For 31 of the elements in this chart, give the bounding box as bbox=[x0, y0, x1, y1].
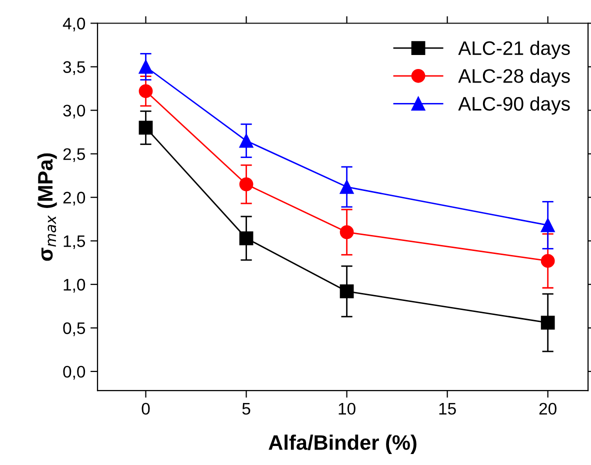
x-tick-label: 15 bbox=[439, 403, 456, 415]
point bbox=[540, 316, 555, 330]
y-tick-label: 0,0 bbox=[63, 366, 86, 380]
legend-label: ALC-90 days bbox=[458, 96, 570, 115]
point bbox=[540, 254, 555, 268]
y-tick-label: 3,5 bbox=[63, 61, 86, 75]
y-tick-label: 3,0 bbox=[63, 104, 86, 118]
x-tick-label: 20 bbox=[539, 402, 556, 415]
y-axis-title: σ$_{max}$ (MPa) bbox=[37, 153, 57, 261]
y-tick-label: 2,5 bbox=[63, 148, 86, 162]
y-tick-label: 4,0 bbox=[62, 18, 86, 32]
point bbox=[239, 134, 254, 148]
point bbox=[138, 60, 153, 74]
point bbox=[340, 284, 354, 298]
point bbox=[239, 177, 254, 192]
y-tick-label: 1,5 bbox=[64, 235, 86, 250]
point bbox=[138, 120, 153, 135]
point bbox=[138, 84, 153, 98]
legend-label: ALC-28 days bbox=[458, 68, 570, 87]
x-tick-label: 0 bbox=[142, 402, 150, 415]
y-tick-label: 1,0 bbox=[64, 278, 86, 293]
point bbox=[340, 180, 354, 194]
point bbox=[540, 218, 555, 232]
x-tick-label: 5 bbox=[242, 403, 250, 415]
x-axis-title: Alfa/Binder (%) bbox=[268, 434, 416, 454]
point bbox=[340, 225, 354, 240]
point bbox=[239, 231, 254, 246]
x-tick-label: 10 bbox=[338, 402, 356, 415]
y-tick-label: 0,5 bbox=[63, 322, 86, 336]
legend-label: ALC-21 days bbox=[458, 40, 570, 59]
y-tick-label: 2,0 bbox=[63, 192, 86, 206]
